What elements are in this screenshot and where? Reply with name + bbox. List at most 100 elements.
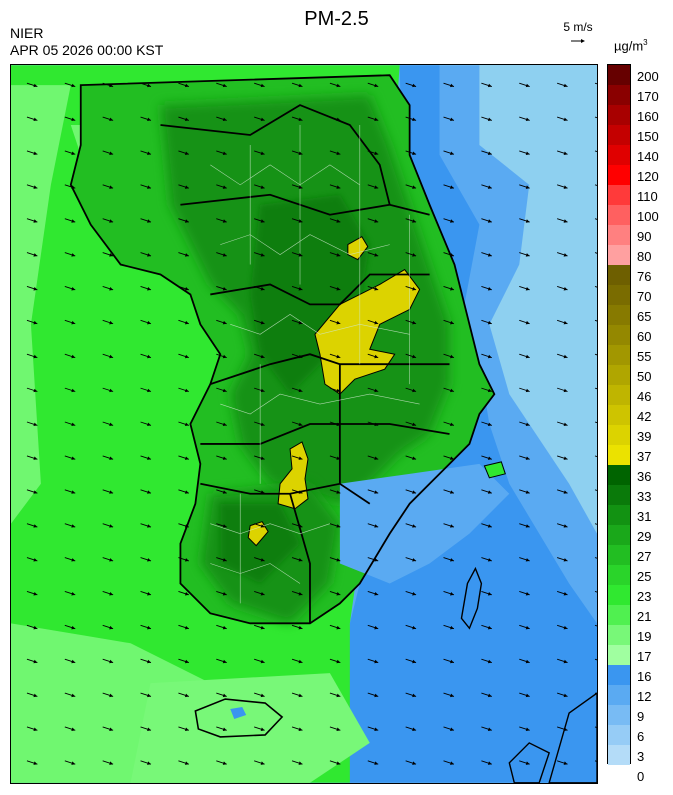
wind-arrow-icon <box>216 421 227 427</box>
wind-arrow-icon <box>443 116 455 122</box>
colorbar-segment <box>608 65 630 85</box>
wind-arrow-icon <box>254 252 265 257</box>
wind-arrow-icon <box>102 82 114 88</box>
wind-arrow-icon <box>405 692 417 698</box>
wind-arrow-icon <box>519 252 530 257</box>
wind-arrow-icon <box>367 726 379 731</box>
wind-arrow-icon <box>178 692 189 698</box>
wind-arrow-icon <box>367 286 379 291</box>
wind-arrow-icon <box>140 455 152 460</box>
wind-arrow-icon <box>405 353 417 359</box>
wind-arrow-icon <box>481 421 492 427</box>
wind-arrow-icon <box>64 421 76 427</box>
wind-arrow-icon <box>26 184 38 189</box>
wind-arrow-icon <box>291 523 303 528</box>
wind-arrow-icon <box>178 218 189 223</box>
wind-arrow-icon <box>216 116 227 122</box>
colorbar-segment <box>608 205 630 225</box>
colorbar-segment <box>608 405 630 425</box>
wind-arrow-icon <box>367 184 379 189</box>
jeju-peak <box>230 707 247 719</box>
colorbar-tick: 150 <box>637 128 659 144</box>
colorbar-tick: 65 <box>637 308 652 324</box>
wind-arrow-icon <box>64 286 76 291</box>
wind-arrow-icon <box>178 658 189 664</box>
wind-arrow-icon <box>254 150 265 155</box>
wind-arrow-icon <box>140 116 152 122</box>
wind-arrow-icon <box>254 760 265 765</box>
wind-arrow-icon <box>329 387 341 393</box>
wind-arrow-icon <box>291 252 303 257</box>
colorbar-tick: 37 <box>637 448 652 464</box>
wind-arrow-icon <box>405 658 417 664</box>
wind-arrow-icon <box>481 591 492 596</box>
colorbar-segment <box>608 165 630 185</box>
wind-arrow-icon <box>481 726 492 731</box>
wind-arrow-icon <box>64 353 76 359</box>
wind-arrow-icon <box>26 489 38 494</box>
wind-arrow-icon <box>140 184 152 189</box>
org-label: NIER <box>10 25 44 41</box>
wind-arrow-icon <box>519 150 530 155</box>
pm-hotspot-southwest-small <box>247 521 269 547</box>
wind-arrow-icon <box>556 658 568 664</box>
wind-arrow-icon <box>367 319 379 325</box>
colorbar-tick: 12 <box>637 688 652 704</box>
wind-arrow-icon <box>291 624 303 630</box>
wind-arrow-icon <box>291 421 303 427</box>
wind-arrow-icon <box>329 692 341 698</box>
wind-arrow-icon <box>443 421 455 427</box>
wind-arrow-icon <box>254 286 265 291</box>
wind-arrow-icon <box>140 624 152 630</box>
wind-arrow-icon <box>102 658 114 664</box>
wind-arrow-icon <box>481 116 492 122</box>
wind-arrow-icon <box>519 387 530 393</box>
wind-arrow-icon <box>556 319 568 325</box>
wind-arrow-icon <box>481 455 492 460</box>
wind-arrow-icon <box>405 489 417 494</box>
wind-arrow-icon <box>102 116 114 122</box>
wind-arrow-icon <box>102 455 114 460</box>
wind-arrow-icon <box>556 421 568 427</box>
wind-arrow-icon <box>102 387 114 393</box>
wind-arrow-icon <box>329 353 341 359</box>
pm25-map[interactable] <box>10 64 598 784</box>
wind-arrow-icon <box>519 82 530 88</box>
colorbar-segment <box>608 645 630 665</box>
wind-arrow-icon <box>556 726 568 731</box>
wind-arrow-icon <box>329 557 341 562</box>
wind-arrow-icon <box>102 523 114 528</box>
wind-arrow-icon <box>481 82 492 88</box>
wind-arrow-icon <box>594 150 597 153</box>
wind-arrow-icon <box>216 286 227 291</box>
wind-arrow-icon <box>216 692 227 698</box>
wind-arrow-icon <box>216 658 227 664</box>
wind-arrow-icon <box>64 116 76 122</box>
colorbar-segment <box>608 425 630 445</box>
wind-arrow-icon <box>405 319 417 325</box>
wind-arrow-icon <box>405 150 417 155</box>
wind-arrow-icon <box>405 624 417 630</box>
wind-arrow-icon <box>594 760 597 762</box>
wind-arrow-icon <box>291 489 303 494</box>
wind-arrow-icon <box>405 286 417 291</box>
colorbar-segment <box>608 505 630 525</box>
unit-label: µg/m3 <box>614 38 648 53</box>
colorbar-segment <box>608 325 630 345</box>
wind-arrow-icon <box>64 658 76 664</box>
wind-arrow-icon <box>178 591 189 596</box>
wind-arrow-icon <box>254 82 265 88</box>
wind-arrow-icon <box>178 150 189 155</box>
wind-arrow-icon <box>519 726 530 731</box>
wind-arrow-icon <box>216 319 227 325</box>
wind-arrow-icon <box>140 557 152 562</box>
colorbar-segment <box>608 585 630 605</box>
wind-reference-arrow-icon <box>571 39 585 43</box>
wind-arrow-icon <box>254 353 265 359</box>
wind-arrow-icon <box>594 726 597 729</box>
wind-arrow-icon <box>329 286 341 291</box>
wind-arrow-icon <box>519 557 530 562</box>
colorbar-segment <box>608 285 630 305</box>
wind-arrow-icon <box>556 286 568 291</box>
wind-arrow-icon <box>481 489 492 494</box>
